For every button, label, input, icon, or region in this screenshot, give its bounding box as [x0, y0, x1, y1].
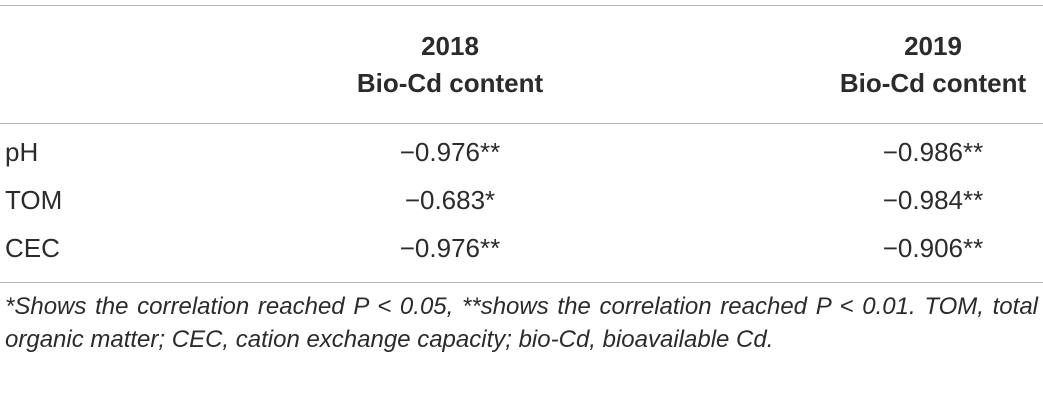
cell-2018: −0.683* [404, 185, 496, 215]
column-header-label: Bio-Cd content [356, 68, 544, 98]
column-header-year: 2018 [421, 31, 479, 61]
table-row: CEC −0.976** −0.906** [0, 224, 1043, 272]
table-row: pH −0.976** −0.986** [0, 128, 1043, 176]
header-rule [0, 123, 1043, 124]
column-header-year: 2019 [904, 31, 962, 61]
column-header-label: Bio-Cd content [839, 68, 1027, 98]
row-label: TOM [5, 185, 63, 215]
table-footnote: *Shows the correlation reached P < 0.05,… [5, 293, 1038, 353]
cell-2019: −0.984** [882, 185, 984, 215]
cell-2019: −0.906** [882, 233, 984, 263]
column-header-2019: 2019 Bio-Cd content [783, 28, 1043, 102]
row-label: CEC [5, 233, 60, 263]
row-label: pH [5, 137, 39, 167]
column-header-2018: 2018 Bio-Cd content [300, 28, 600, 102]
cell-2018: −0.976** [399, 233, 501, 263]
cell-2019: −0.986** [882, 137, 984, 167]
table-top-rule [0, 5, 1043, 6]
table-row: TOM −0.683* −0.984** [0, 176, 1043, 224]
cell-2018: −0.976** [399, 137, 501, 167]
table-bottom-rule [0, 282, 1043, 283]
